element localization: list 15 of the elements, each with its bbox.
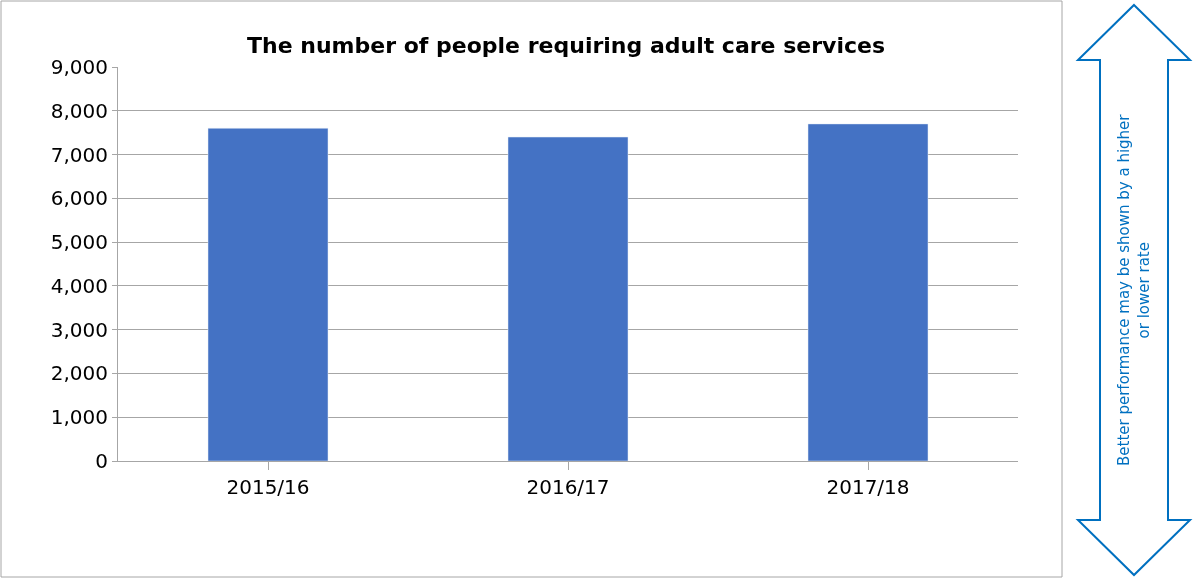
y-tick-label: 1,000 bbox=[50, 405, 108, 430]
y-tick-label: 4,000 bbox=[50, 273, 108, 298]
y-tick-label: 6,000 bbox=[50, 186, 108, 211]
y-tick-label: 7,000 bbox=[50, 142, 108, 167]
y-tick-label: 8,000 bbox=[50, 98, 108, 123]
y-tick-label: 2,000 bbox=[50, 361, 108, 386]
text: Better performance may be shown by a higher or lower rate bbox=[1115, 113, 1153, 466]
y-tick-label: 3,000 bbox=[50, 317, 108, 342]
x-tick-label: 2017/18 bbox=[826, 475, 910, 499]
y-tick-label: 0 bbox=[95, 449, 108, 473]
chart-title: The number of people requiring adult care services bbox=[247, 32, 885, 58]
x-tick-label: 2016/17 bbox=[526, 475, 610, 499]
y-tick-label: 5,000 bbox=[50, 230, 108, 255]
y-tick-label: 9,000 bbox=[50, 55, 108, 79]
x-tick-label: 2015/16 bbox=[226, 475, 310, 499]
